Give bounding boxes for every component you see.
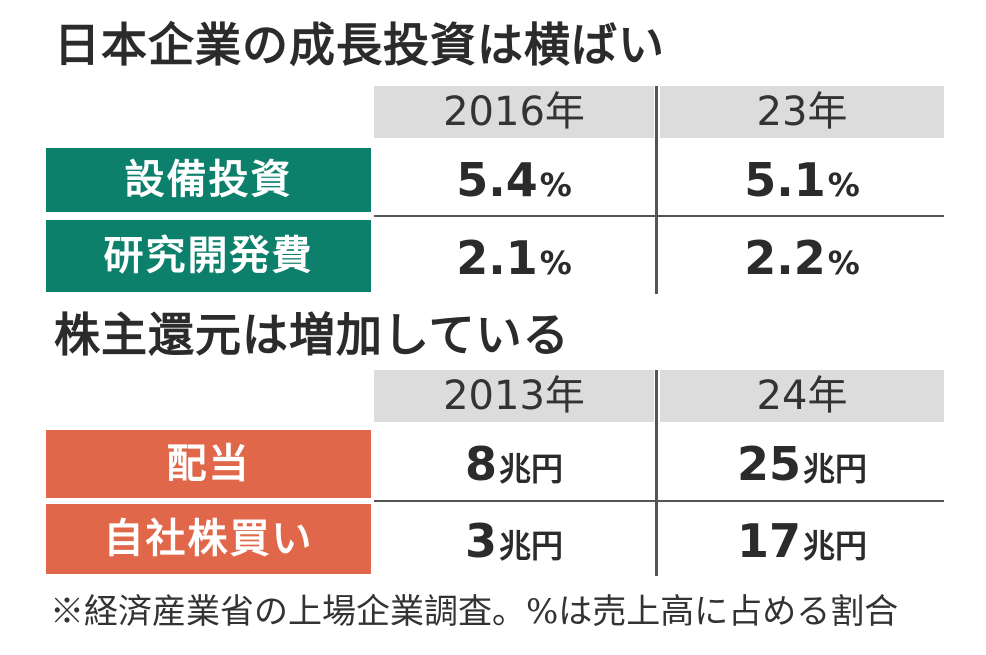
cell-value: 5.1: [744, 153, 826, 207]
section-title-investment: 日本企業の成長投資は横ばい: [54, 18, 665, 72]
table-cell: 2.2%: [660, 222, 944, 294]
cell-unit: 兆円: [803, 527, 868, 565]
cell-unit: %: [539, 166, 572, 204]
row-label: 設備投資: [46, 148, 371, 212]
cell-unit: %: [827, 166, 860, 204]
cell-unit: 兆円: [499, 450, 564, 488]
column-divider: [655, 86, 658, 294]
row-divider: [374, 500, 944, 502]
cell-value: 2.2: [744, 231, 826, 285]
footnote: ※経済産業省の上場企業調査。%は売上高に占める割合: [50, 592, 899, 632]
table-cell: 8兆円: [374, 430, 654, 498]
cell-value: 17: [736, 514, 801, 568]
column-header: 2016年: [374, 86, 654, 138]
row-divider: [374, 215, 944, 217]
cell-value: 2.1: [456, 231, 538, 285]
cell-unit: %: [827, 244, 860, 282]
cell-value: 5.4: [456, 153, 538, 207]
table-cell: 2.1%: [374, 222, 654, 294]
cell-value: 8: [464, 437, 497, 491]
cell-value: 25: [736, 437, 801, 491]
cell-unit: 兆円: [499, 527, 564, 565]
table-cell: 25兆円: [660, 430, 944, 498]
column-header: 2013年: [374, 370, 654, 422]
table-cell: 3兆円: [374, 506, 654, 576]
column-divider: [655, 370, 658, 576]
row-label: 配当: [46, 430, 371, 498]
table-cell: 17兆円: [660, 506, 944, 576]
cell-unit: 兆円: [803, 450, 868, 488]
cell-value: 3: [464, 514, 497, 568]
column-header: 24年: [660, 370, 944, 422]
table-cell: 5.1%: [660, 148, 944, 212]
cell-unit: %: [539, 244, 572, 282]
row-label: 研究開発費: [46, 220, 371, 292]
row-label: 自社株買い: [46, 504, 371, 574]
table-cell: 5.4%: [374, 148, 654, 212]
section-title-returns: 株主還元は増加している: [54, 308, 570, 362]
column-header: 23年: [660, 86, 944, 138]
